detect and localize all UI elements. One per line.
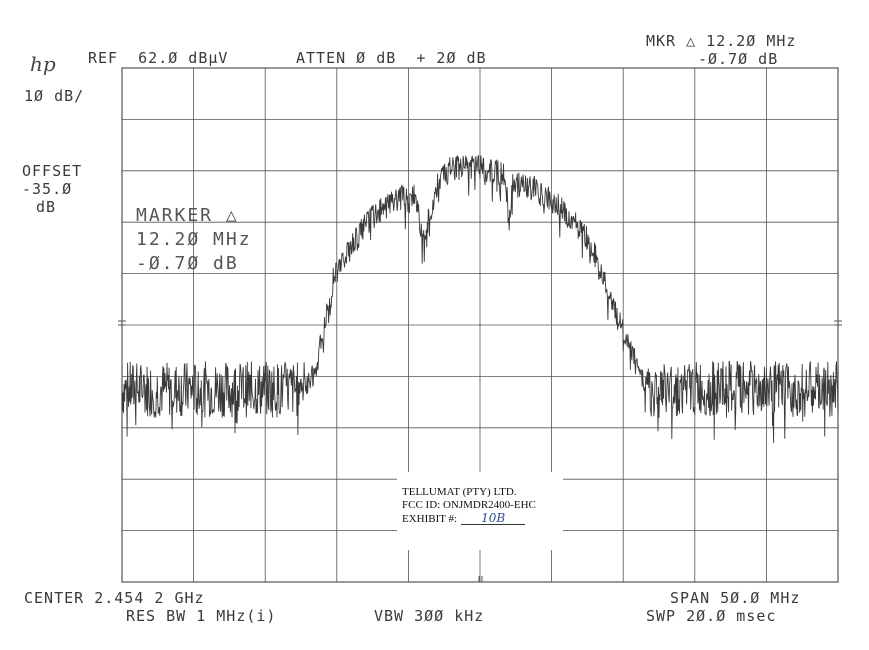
marker-delta-level: -Ø.7Ø dB — [698, 50, 779, 68]
scale-per-div: 1Ø dB/ — [24, 87, 85, 105]
marker-readout-title: MARKER △ — [136, 205, 239, 226]
exhibit-prefix: EXHIBIT #: — [402, 513, 458, 525]
marker-readout-freq: 12.2Ø MHz — [136, 229, 252, 250]
trace-group — [121, 154, 839, 444]
exhibit-number: 10B — [461, 512, 526, 525]
video-bandwidth: VBW 3ØØ kHz — [374, 607, 485, 625]
spectrum-trace — [121, 154, 839, 444]
offset-value: -35.Ø — [22, 180, 73, 198]
fcc-exhibit-label: TELLUMAT (PTY) LTD. FCC ID: ONJMDR2400-E… — [397, 472, 563, 550]
center-frequency: CENTER 2.454 2 GHz — [24, 589, 205, 607]
ref-level: REF 62.Ø dBµV — [88, 49, 229, 67]
offset-label: OFFSET — [22, 162, 83, 180]
offset-unit: dB — [36, 198, 57, 216]
marker-readout-level: -Ø.7Ø dB — [136, 253, 239, 274]
resolution-bandwidth: RES BW 1 MHz(i) — [126, 607, 277, 625]
sweep-time: SWP 2Ø.Ø msec — [646, 607, 777, 625]
fcc-id: FCC ID: ONJMDR2400-EHC — [402, 499, 536, 511]
span: SPAN 5Ø.Ø MHz — [670, 589, 801, 607]
marker-delta-freq: MKR △ 12.2Ø MHz — [646, 32, 797, 50]
company-name: TELLUMAT (PTY) LTD. — [402, 486, 517, 498]
attenuation: ATTEN Ø dB + 2Ø dB — [296, 49, 487, 67]
hp-logo: hp — [30, 52, 56, 76]
